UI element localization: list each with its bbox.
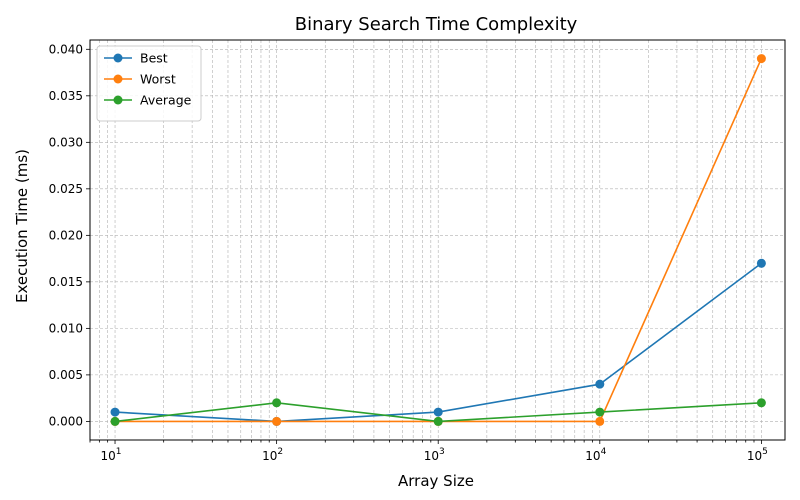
x-tick-label: 103 xyxy=(424,447,445,463)
y-tick-label: 0.020 xyxy=(49,228,83,242)
y-axis-title: Execution Time (ms) xyxy=(13,149,31,303)
x-tick-label: 102 xyxy=(262,447,283,463)
y-tick-label: 0.000 xyxy=(49,414,83,428)
chart-title: Binary Search Time Complexity xyxy=(295,14,578,35)
x-tick-label: 101 xyxy=(101,447,122,463)
data-point-best xyxy=(110,407,120,417)
y-tick-label: 0.015 xyxy=(49,275,83,289)
plot-frame xyxy=(89,39,786,441)
legend-label: Best xyxy=(140,51,168,66)
data-point-best xyxy=(595,379,605,389)
data-point-worst xyxy=(595,416,605,426)
legend-box xyxy=(96,45,202,122)
legend-entry-best: Best xyxy=(104,51,168,66)
data-point-average xyxy=(595,407,605,417)
x-tick-label-exponent: 2 xyxy=(277,447,283,457)
legend-entry-average: Average xyxy=(104,93,192,108)
y-tick-label: 0.040 xyxy=(49,42,83,56)
x-tick-label-base: 10 xyxy=(747,449,762,463)
x-tick-label-exponent: 1 xyxy=(116,447,122,457)
x-tick-label: 104 xyxy=(585,447,606,463)
data-point-best xyxy=(433,407,443,417)
legend-entry-worst: Worst xyxy=(104,72,176,87)
legend-marker xyxy=(113,53,123,63)
y-tick-label: 0.005 xyxy=(49,368,83,382)
data-point-average xyxy=(433,416,443,426)
series-average xyxy=(110,398,766,426)
x-tick-label: 105 xyxy=(747,447,768,463)
data-point-average xyxy=(110,416,120,426)
y-tick-label: 0.025 xyxy=(49,182,83,196)
ticks: 101 102 103 104 1050.0000.0050.0100.0150.020… xyxy=(49,42,768,463)
legend-marker xyxy=(113,74,123,84)
data-point-average xyxy=(272,398,282,408)
y-tick-label: 0.010 xyxy=(49,321,83,335)
x-tick-label-exponent: 5 xyxy=(762,447,768,457)
legend-marker xyxy=(113,95,123,105)
x-tick-label-base: 10 xyxy=(585,449,600,463)
series-layer xyxy=(110,54,766,426)
x-tick-label-base: 10 xyxy=(424,449,439,463)
legend-label: Worst xyxy=(140,72,176,87)
y-tick-label: 0.035 xyxy=(49,89,83,103)
x-axis-title: Array Size xyxy=(398,472,474,490)
x-tick-label-exponent: 3 xyxy=(439,447,445,457)
data-point-worst xyxy=(756,54,766,64)
y-tick-label: 0.030 xyxy=(49,135,83,149)
data-point-best xyxy=(756,258,766,268)
data-point-average xyxy=(756,398,766,408)
x-tick-label-base: 10 xyxy=(262,449,277,463)
x-tick-label-base: 10 xyxy=(101,449,116,463)
x-tick-label-exponent: 4 xyxy=(601,447,607,457)
legend: Best Worst Average xyxy=(96,45,202,122)
legend-label: Average xyxy=(140,93,192,108)
data-point-worst xyxy=(272,416,282,426)
